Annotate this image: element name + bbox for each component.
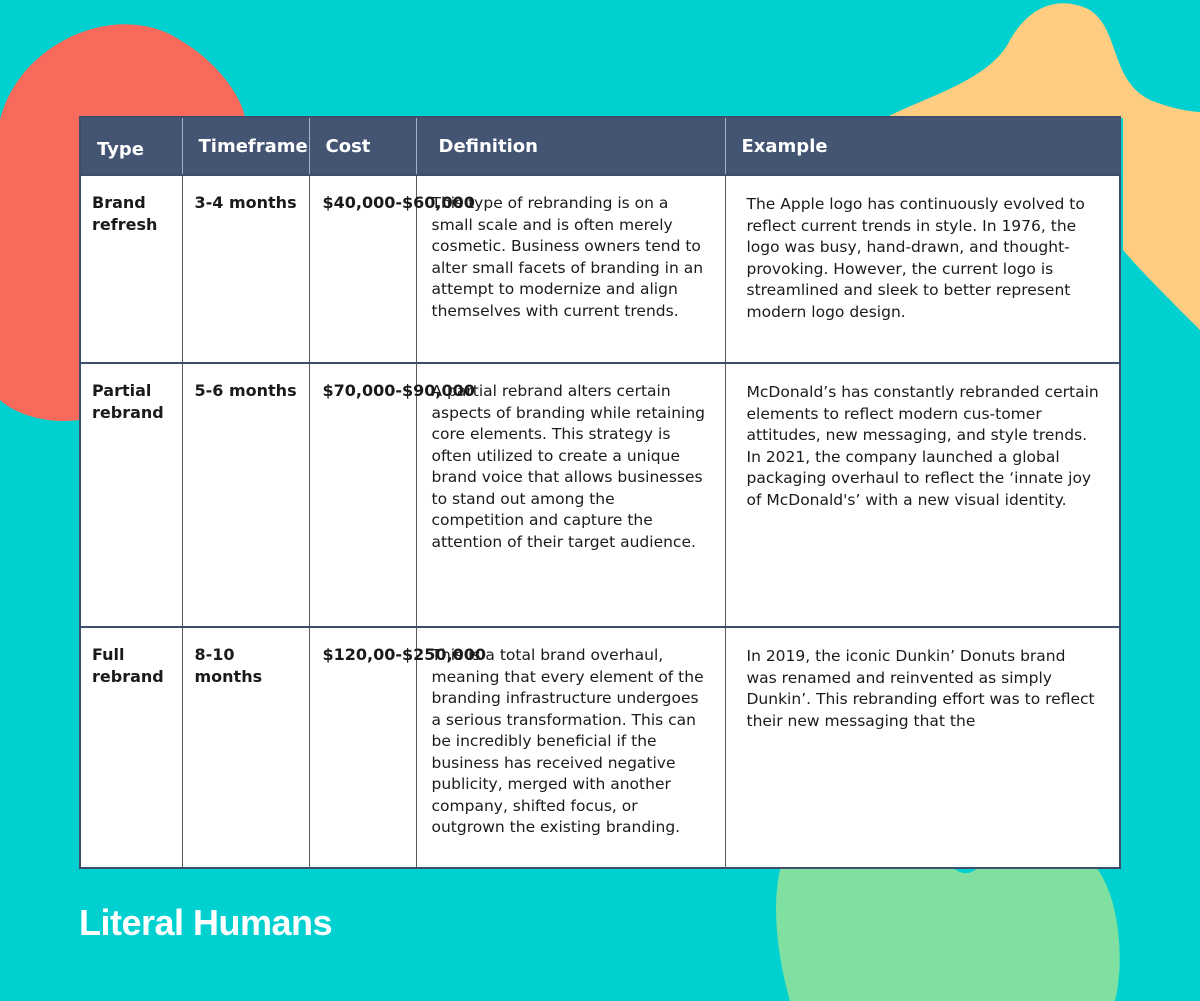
cell-definition: This type of rebranding is on a small sc… (416, 174, 726, 363)
cell-type: Full rebrand (81, 626, 183, 867)
cell-example: McDonald’s has constantly rebranded cert… (725, 362, 1121, 627)
cell-timeframe: 3-4 months (182, 174, 310, 363)
table-row: Full rebrand 8-10 months $120,00-$250,00… (81, 626, 1121, 867)
cell-timeframe: 5-6 months (182, 362, 310, 627)
header-example: Example (725, 118, 1121, 175)
header-cost: Cost (309, 118, 417, 175)
cell-definition: This is a total brand overhaul, meaning … (416, 626, 726, 867)
table-row: Partial rebrand 5-6 months $70,000-$90,0… (81, 362, 1121, 627)
cell-timeframe: 8-10 months (182, 626, 310, 867)
header-type: Type (81, 118, 183, 175)
rebrand-comparison-table: Type Timeframe Cost Definition Example B… (79, 116, 1121, 869)
table-header-row: Type Timeframe Cost Definition Example (81, 118, 1121, 175)
brand-logo: Literal Humans (79, 902, 333, 943)
peach-blob (885, 3, 1200, 330)
header-timeframe: Timeframe (182, 118, 310, 175)
cell-definition: A partial rebrand alters certain aspects… (416, 362, 726, 627)
cell-cost: $120,00-$250,000 (309, 626, 486, 867)
cell-cost: $40,000-$60,000 (309, 174, 475, 363)
header-definition: Definition (416, 118, 726, 175)
cell-cost: $70,000-$90,000 (309, 362, 475, 627)
cell-type: Brand refresh (81, 174, 183, 363)
table-row: Brand refresh 3-4 months $40,000-$60,000… (81, 174, 1121, 363)
coral-blob (0, 24, 245, 421)
cell-example: The Apple logo has continuously evolved … (725, 174, 1121, 363)
cell-type: Partial rebrand (81, 362, 183, 627)
cell-example: In 2019, the iconic Dunkin’ Donuts brand… (725, 626, 1121, 867)
